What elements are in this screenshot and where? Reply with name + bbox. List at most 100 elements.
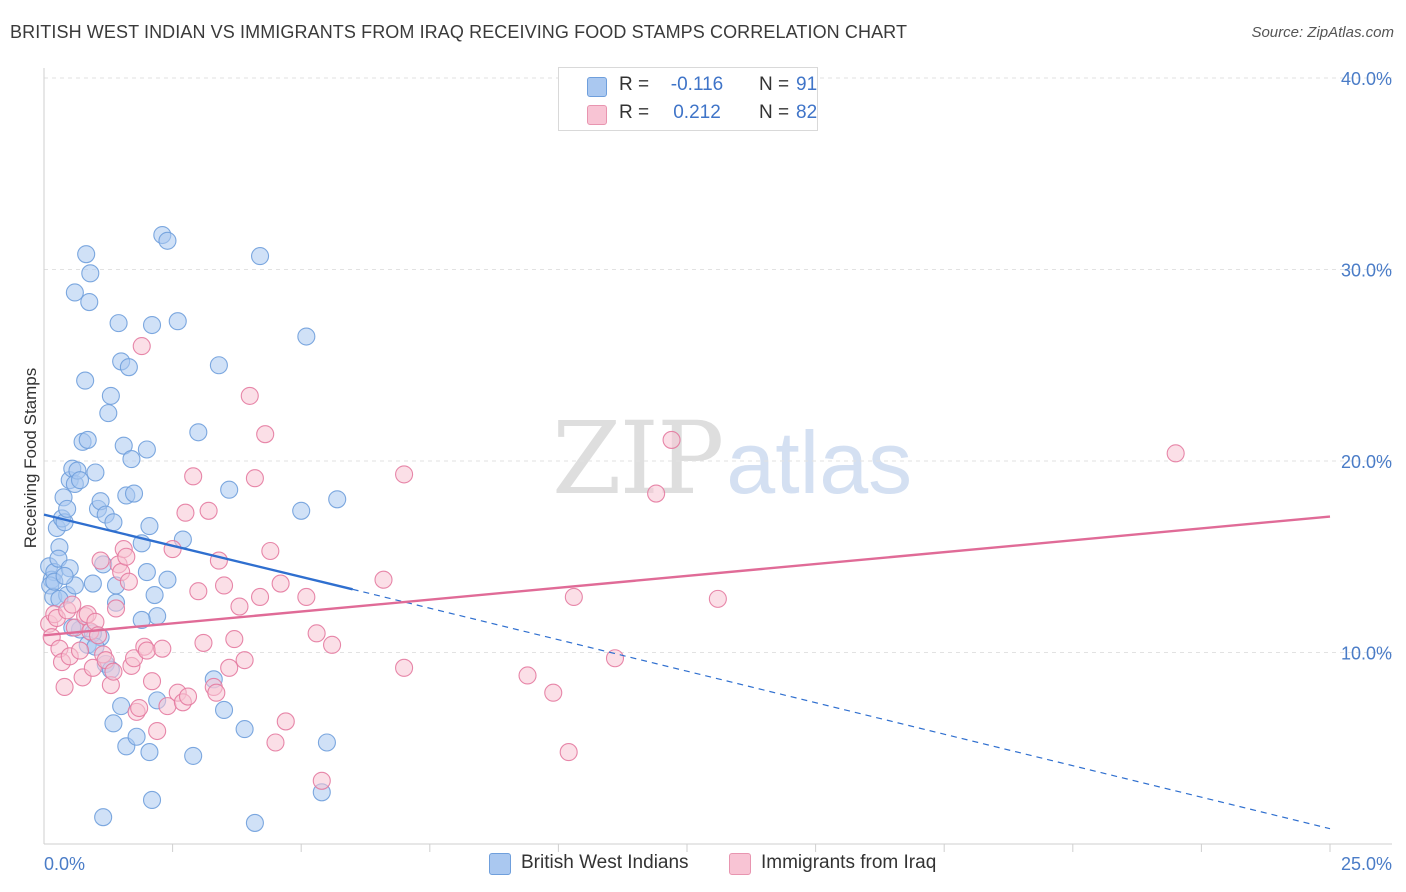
data-point — [142, 790, 162, 810]
data-point — [266, 733, 285, 752]
data-point — [153, 639, 172, 658]
r-label: R = — [619, 74, 650, 95]
data-point — [261, 541, 280, 561]
x-tick-label-max: 25.0% — [1341, 854, 1392, 874]
data-point — [132, 337, 151, 356]
data-point — [81, 264, 100, 283]
data-point — [112, 697, 131, 716]
data-point — [297, 327, 316, 346]
data-point — [132, 610, 151, 629]
data-point — [106, 599, 126, 618]
data-point — [662, 430, 681, 449]
data-point — [122, 450, 141, 469]
data-point — [55, 566, 74, 585]
data-point — [58, 499, 77, 518]
data-point — [240, 386, 259, 405]
data-point — [86, 463, 105, 482]
trend-line-0 — [43, 513, 353, 591]
data-point — [158, 231, 177, 250]
data-point — [114, 436, 133, 455]
data-point — [148, 607, 167, 626]
swatch-british-west-indians — [587, 77, 607, 97]
data-point — [70, 471, 90, 490]
legend-swatch-immigrants-from-iraq — [729, 853, 751, 875]
data-point — [137, 641, 156, 660]
data-point — [544, 683, 563, 702]
data-point — [312, 771, 331, 790]
n-value: 82 — [796, 102, 818, 123]
data-point — [65, 283, 84, 302]
r-label: R = — [619, 102, 650, 123]
data-point — [395, 658, 414, 677]
data-point — [307, 624, 326, 643]
data-point — [271, 574, 290, 593]
watermark-zip: ZIP — [552, 400, 724, 517]
data-point — [209, 356, 228, 375]
data-point — [317, 733, 336, 752]
trend-line-extension-0 — [352, 588, 1331, 830]
data-point — [214, 576, 234, 595]
data-point — [119, 572, 138, 591]
data-point — [145, 585, 164, 605]
source-label: Source: ZipAtlas.com — [1251, 24, 1394, 41]
data-point — [104, 662, 123, 681]
trend-lines — [43, 513, 1331, 830]
data-point — [189, 582, 208, 601]
data-point — [245, 813, 264, 832]
data-point — [297, 587, 316, 607]
stats-legend: R = -0.116 N = 91 R = 0.212 N = 82 — [558, 67, 818, 131]
data-point — [559, 743, 578, 762]
y-tick-label: 10.0% — [1341, 644, 1392, 664]
data-point — [276, 712, 295, 731]
data-point — [250, 587, 270, 607]
data-point — [140, 743, 159, 762]
data-point — [148, 721, 167, 741]
data-point — [199, 501, 218, 520]
data-point — [184, 746, 203, 765]
data-point — [220, 658, 239, 677]
data-point — [70, 641, 90, 660]
n-label: N = — [759, 74, 790, 95]
data-point — [137, 440, 156, 459]
data-point — [194, 633, 213, 652]
watermark-atlas: atlas — [726, 413, 913, 512]
data-point — [564, 587, 583, 607]
y-tick-label: 40.0% — [1341, 69, 1392, 89]
data-point — [142, 672, 162, 691]
data-point — [142, 315, 162, 335]
data-point — [178, 687, 198, 706]
r-value: 0.212 — [673, 102, 721, 123]
r-value: -0.116 — [670, 74, 724, 95]
data-point — [250, 247, 270, 266]
axes — [43, 68, 1392, 852]
data-point — [137, 563, 156, 582]
legend-label: Immigrants from Iraq — [761, 852, 937, 873]
data-point — [77, 245, 96, 264]
data-point — [207, 683, 226, 702]
data-point — [94, 808, 113, 827]
data-point — [518, 666, 537, 685]
data-point — [104, 714, 123, 733]
series-legend: British West Indians Immigrants from Ira… — [0, 850, 1406, 880]
data-point — [323, 635, 342, 654]
data-point — [104, 513, 123, 532]
data-point — [256, 425, 275, 444]
data-point — [235, 651, 254, 670]
data-point — [78, 430, 97, 449]
data-point — [158, 570, 177, 589]
y-tick-label: 20.0% — [1341, 452, 1392, 472]
n-value: 91 — [796, 74, 818, 95]
data-point — [130, 698, 149, 718]
data-point — [292, 501, 311, 520]
data-point — [214, 700, 234, 720]
y-tick-label: 30.0% — [1341, 261, 1392, 281]
data-point — [55, 677, 74, 697]
series-points-1 — [40, 337, 1185, 790]
data-point — [235, 720, 254, 739]
data-point — [80, 293, 99, 312]
data-point — [99, 404, 118, 423]
data-point — [91, 551, 110, 570]
data-point — [76, 371, 95, 390]
y-axis-label: Receiving Food Stamps — [21, 368, 40, 548]
data-point — [184, 467, 203, 486]
